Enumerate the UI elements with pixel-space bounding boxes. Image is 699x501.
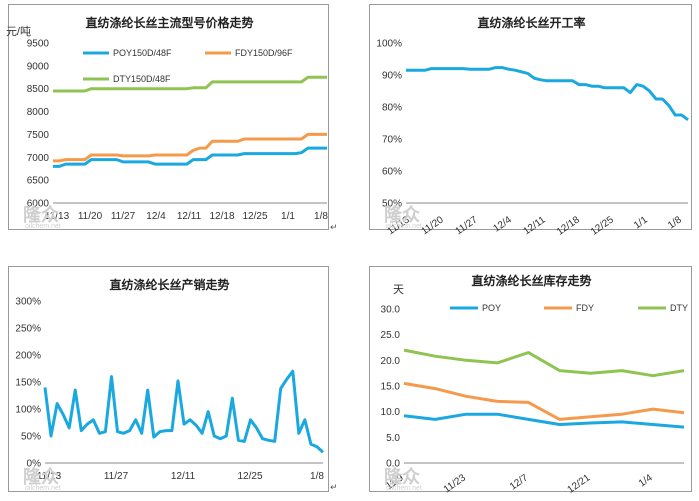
legend-label: DTY150D/48F [113,74,171,84]
y-tick-label: 20.0 [381,356,401,367]
legend-label: POY [482,303,501,313]
x-tick-label: 12/11 [522,214,549,237]
x-tick-label: 12/11 [177,211,202,222]
paragraph-mark: ↵ [330,222,338,232]
series-line-s0 [43,369,325,454]
legend-label: DTY [670,303,688,313]
y-tick-label: 90% [382,71,402,82]
x-tick-label: 12/18 [555,214,582,238]
x-tick-label: 11/13 [45,211,70,222]
chart-sales-ratio-svg: 直纺涤纶长丝产销走势 0% 50% 100% 150% 200% 250% 300% 11/13… [15,277,325,492]
x-tick-label: 1/1 [281,211,295,222]
y-tick-label: 70% [382,135,402,146]
series-line-s0 [406,66,689,122]
x-tick-label: 12/11 [171,471,196,482]
y-tick-label: 200% [15,351,41,362]
x-tick-label: 12/18 [209,211,234,222]
watermark-logo: 隆众 [384,466,420,487]
x-tick-label: 12/21 [566,472,593,496]
watermark-logo: 隆众 [23,204,59,225]
y-tick-label: 5.0 [386,433,400,444]
x-tick-label: 12/4 [491,214,514,234]
y-tick-label: 0.0 [386,459,400,470]
y-tick-label: 50% [21,432,41,443]
y-tick-label: 6000 [27,199,50,210]
chart-operating-rate: 直纺涤纶长丝开工率 50% 60% 70% 80% 90% 100% 11/13 11/20 11… [369,4,692,238]
y-tick-label: 250% [15,324,41,335]
chart-title: 直纺涤纶长丝产销走势 [109,277,229,292]
watermark-site: oilchem.net [386,485,422,492]
series-line-dty150d-48f [53,75,327,93]
y-tick-label: 25.0 [381,330,401,341]
y-tick-label: 9500 [27,39,50,50]
x-tick-label: 1/8 [314,211,328,222]
x-tick-label: 11/13 [37,471,62,482]
chart-inventory: 直纺涤纶长丝库存走势天 0.0 5.0 10.0 15.0 20.0 25.0 30.0 11/… [369,266,692,496]
y-tick-label: 300% [15,297,41,308]
x-tick-label: 12/7 [508,472,531,492]
watermark-logo: 隆众 [384,204,420,225]
y-tick-label: 60% [382,167,402,178]
legend-label: POY150D/48F [113,48,172,58]
series-line-poy [403,412,685,429]
x-tick-label: 12/25 [237,471,262,482]
y-tick-label: 80% [382,103,402,114]
x-tick-label: 11/23 [442,472,469,495]
x-tick-label: 12/25 [242,211,267,222]
y-tick-label: 100% [15,405,41,416]
chart-sales-ratio: 直纺涤纶长丝产销走势 0% 50% 100% 150% 200% 250% 300% 11/13… [8,266,329,492]
y-tick-label: 0% [27,459,42,470]
x-tick-label: 11/20 [420,214,447,237]
chart-title: 直纺涤纶长丝库存走势 [471,273,591,288]
y-tick-label: 150% [15,378,41,389]
y-tick-label: 100% [376,39,402,50]
y-tick-label: 9000 [27,61,50,72]
x-tick-label: 12/25 [589,214,616,238]
legend-label: FDY150D/96F [235,48,293,58]
watermark-site: oilchem.net [25,485,61,492]
series-line-fdy150d-96f [53,132,327,163]
y-tick-label: 7000 [27,153,50,164]
chart-price-trend: 直纺涤纶长丝主流型号价格走势元/吨 6000 6500 7000 7500 8000 850… [6,4,329,230]
x-tick-label: 11/27 [111,211,136,222]
x-tick-label: 1/4 [637,472,655,489]
y-tick-label: 8500 [27,84,50,95]
x-tick-label: 11/27 [104,471,129,482]
x-tick-label: 11/20 [78,211,103,222]
y-axis-label: 天 [393,284,404,296]
x-tick-label: 1/8 [666,214,684,231]
x-tick-label: 11/27 [454,214,481,237]
watermark-site: oilchem.net [386,223,422,230]
chart-title: 直纺涤纶长丝主流型号价格走势 [85,15,253,30]
series-line-poy150d-48f [53,146,327,168]
series-line-fdy [403,381,685,421]
paragraph-mark: ↵ [330,482,338,492]
y-tick-label: 30.0 [381,305,401,316]
series-line-dty [403,348,685,378]
y-tick-label: 7500 [27,130,50,141]
y-tick-label: 15.0 [381,382,401,393]
watermark-site: oilchem.net [25,223,61,230]
x-tick-label: 12/4 [146,211,166,222]
x-tick-label: 1/1 [632,214,650,231]
x-tick-label: 1/8 [310,471,324,482]
y-tick-label: 8000 [27,107,50,118]
y-tick-label: 50% [382,199,402,210]
y-tick-label: 10.0 [381,407,401,418]
watermark-logo: 隆众 [23,466,59,487]
chart-title: 直纺涤纶长丝开工率 [477,15,585,30]
y-tick-label: 6500 [27,176,50,187]
legend-label: FDY [576,303,594,313]
y-axis-label: 元/吨 [6,25,31,38]
